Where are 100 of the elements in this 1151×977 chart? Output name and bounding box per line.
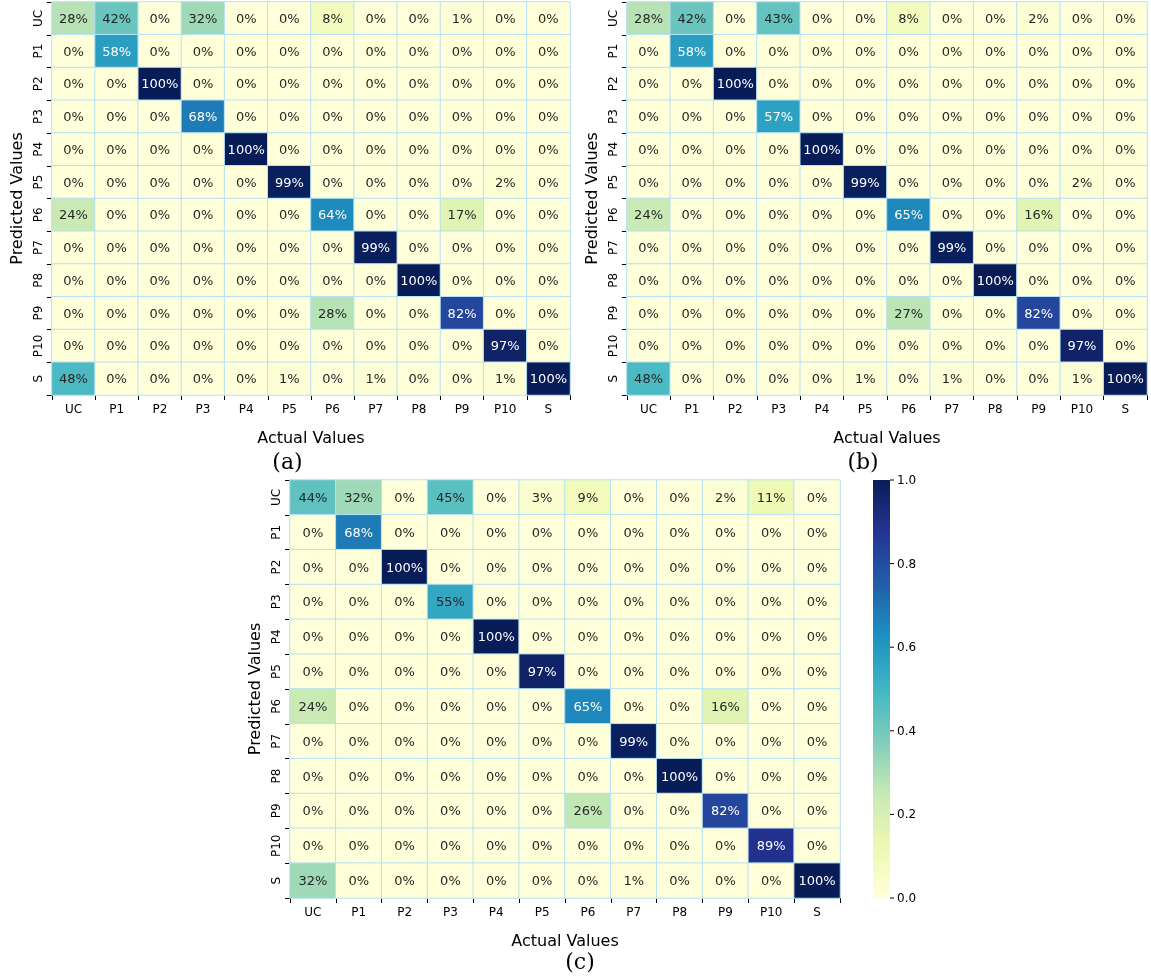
x-tick-label: P4	[488, 905, 504, 919]
data-label: 24%	[298, 698, 328, 714]
data-label: 0%	[106, 305, 127, 321]
data-label: 2%	[715, 489, 736, 505]
data-label: 0%	[394, 524, 415, 540]
data-label: 0%	[1028, 109, 1049, 125]
data-label: 0%	[638, 305, 659, 321]
data-label: 0%	[768, 338, 789, 354]
data-label: 0%	[1071, 10, 1093, 26]
data-label: 0%	[106, 207, 127, 223]
data-label: 0%	[302, 594, 324, 610]
data-label: 0%	[440, 733, 461, 749]
data-label: 0%	[279, 76, 300, 92]
data-label: 0%	[669, 629, 690, 645]
data-label: 0%	[149, 43, 171, 59]
data-label: 0%	[669, 733, 690, 749]
data-label: 0%	[279, 338, 300, 354]
data-label: 0%	[63, 240, 84, 256]
data-label: 0%	[63, 76, 84, 92]
data-label: 0%	[322, 371, 343, 387]
data-label: 0%	[1115, 207, 1136, 223]
data-label: 0%	[984, 10, 1006, 26]
data-label: 0%	[669, 559, 690, 575]
data-label: 0%	[279, 272, 300, 288]
data-label: 0%	[149, 174, 171, 190]
data-label: 0%	[898, 174, 919, 190]
x-tick-label: P4	[814, 402, 830, 416]
data-label: 0%	[149, 272, 171, 288]
data-label: 0%	[898, 76, 919, 92]
data-label: 0%	[941, 141, 963, 157]
data-label: 1%	[494, 371, 516, 387]
data-label: 0%	[149, 305, 171, 321]
y-tick-label: P1	[30, 43, 45, 59]
data-label: 0%	[63, 141, 84, 157]
data-label: 0%	[941, 109, 963, 125]
data-label: 0%	[577, 768, 599, 784]
data-label: 0%	[638, 109, 659, 125]
data-label: 0%	[1115, 10, 1136, 26]
data-label: 0%	[365, 43, 387, 59]
data-label: 0%	[623, 559, 645, 575]
data-label: 0%	[538, 174, 559, 190]
data-label: 0%	[106, 76, 127, 92]
data-label: 0%	[235, 76, 257, 92]
data-label: 0%	[984, 371, 1006, 387]
data-label: 0%	[806, 664, 828, 680]
data-label: 0%	[494, 207, 516, 223]
data-label: 0%	[365, 338, 387, 354]
data-label: 0%	[394, 489, 415, 505]
data-label: 100%	[141, 76, 179, 92]
data-label: 0%	[724, 141, 746, 157]
data-label: 0%	[451, 174, 473, 190]
data-label: 0%	[365, 109, 387, 125]
data-label: 0%	[638, 338, 659, 354]
data-label: 45%	[435, 489, 465, 505]
x-tick-label: P2	[152, 402, 168, 416]
data-label: 1%	[365, 371, 387, 387]
data-label: 0%	[485, 803, 507, 819]
data-label: 57%	[764, 109, 794, 125]
data-label: 0%	[394, 698, 415, 714]
data-label: 0%	[485, 733, 507, 749]
data-label: 0%	[577, 629, 599, 645]
x-tick-label: P5	[281, 402, 297, 416]
y-tick-label: P7	[269, 733, 283, 749]
data-label: 0%	[854, 141, 876, 157]
data-label: 0%	[192, 174, 214, 190]
data-label: 0%	[577, 594, 599, 610]
data-label: 0%	[577, 664, 599, 680]
data-label: 0%	[348, 629, 370, 645]
data-label: 8%	[322, 10, 343, 26]
data-label: 0%	[760, 803, 782, 819]
y-tick-label: P10	[269, 834, 283, 858]
data-label: 0%	[451, 43, 473, 59]
data-label: 0%	[941, 207, 963, 223]
data-label: 0%	[538, 43, 559, 59]
data-label: 68%	[344, 524, 374, 540]
data-label: 0%	[451, 338, 473, 354]
data-label: 0%	[348, 733, 370, 749]
data-label: 0%	[348, 698, 370, 714]
data-label: 0%	[715, 838, 736, 854]
data-label: 0%	[235, 174, 257, 190]
data-label: 0%	[322, 240, 343, 256]
data-label: 0%	[394, 873, 415, 889]
data-label: 0%	[106, 174, 127, 190]
data-label: 0%	[623, 594, 645, 610]
data-label: 0%	[451, 240, 473, 256]
data-label: 0%	[365, 10, 387, 26]
x-tick-label: UC	[304, 905, 322, 919]
data-label: 0%	[1028, 371, 1049, 387]
data-label: 0%	[302, 838, 324, 854]
data-label: 0%	[394, 733, 415, 749]
data-label: 0%	[408, 141, 430, 157]
data-label: 0%	[279, 10, 300, 26]
data-label: 0%	[669, 524, 690, 540]
data-label: 0%	[806, 733, 828, 749]
data-label: 0%	[984, 174, 1006, 190]
y-tick-label: P6	[269, 698, 283, 714]
x-tick-label: P10	[759, 905, 783, 919]
y-tick-label: P4	[605, 141, 620, 157]
data-label: 100%	[1106, 371, 1144, 387]
y-tick-label: P9	[30, 305, 45, 321]
